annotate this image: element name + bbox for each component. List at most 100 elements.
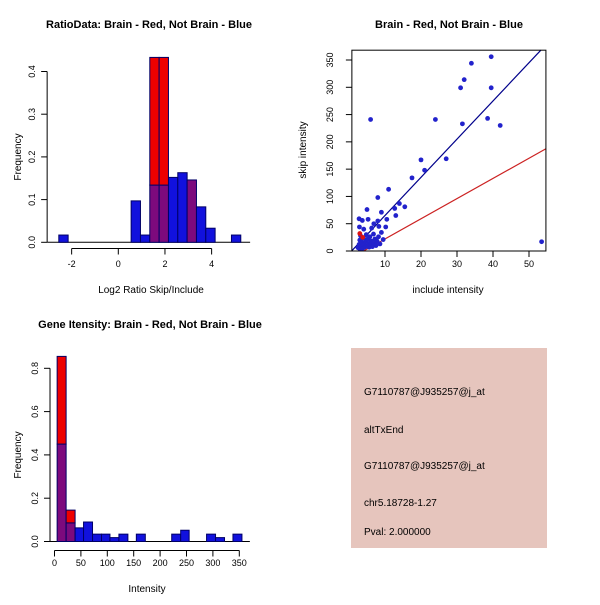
x-tick-label: 100: [100, 558, 115, 568]
scatter-point-not-brain-points: [373, 243, 379, 248]
scatter-point-not-brain-points: [393, 213, 399, 218]
histogram-bar-blue: [83, 521, 94, 543]
scatter-point-not-brain-points: [365, 216, 371, 222]
scatter-point-not-brain-points: [377, 241, 383, 247]
scatter-point-brain-points: [357, 231, 363, 236]
histogram-bar-blue: [74, 527, 85, 542]
scatter-point-not-brain-points: [379, 230, 384, 235]
histogram-bar-blue: [215, 537, 226, 543]
histogram-bar-blue: [167, 176, 179, 243]
histogram-bar-purple: [56, 443, 67, 543]
y-tick-label: 100: [325, 189, 335, 204]
scatter-point-brain-points: [360, 234, 366, 240]
scatter-point-not-brain-points: [402, 204, 408, 210]
histogram-bar-red: [56, 355, 67, 445]
histogram-bar-red: [158, 56, 169, 186]
gene-histogram-plot: 0.0 0.2 0.4 0.6 0.8 0 50 100 150 200 250 300 350: [30, 355, 250, 568]
scatter-point-not-brain-points: [379, 209, 384, 215]
scatter-point-not-brain-points: [359, 218, 365, 223]
fit-line-not-brain-fit: [351, 49, 542, 252]
scatter-point-not-brain-points: [376, 224, 382, 229]
scatter-point-not-brain-points: [392, 206, 398, 211]
histogram-bar-blue: [100, 533, 111, 542]
histogram-bar-blue: [177, 172, 188, 243]
histogram-bar-blue: [118, 533, 129, 542]
y-tick-label: 0.2: [27, 151, 37, 164]
probe-id-repeat-text: G7110787@J935257@j_at: [364, 461, 485, 472]
x-tick-label: -2: [68, 259, 76, 269]
scatter-point-not-brain-points: [375, 218, 381, 224]
y-tick-label: 250: [325, 107, 335, 122]
histogram-bar-purple: [158, 184, 169, 243]
scatter-xlabel: include intensity: [412, 285, 483, 296]
x-tick-label: 50: [76, 558, 86, 568]
scatter-point-not-brain-points: [461, 77, 467, 83]
scatter-point-not-brain-points: [376, 234, 381, 240]
ratio-histogram-xlabel: Log2 Ratio Skip/Include: [98, 285, 204, 296]
gene-info-background: [351, 348, 547, 548]
scatter-point-not-brain-points: [383, 224, 389, 230]
scatter-point-not-brain-points: [363, 232, 369, 238]
y-tick-label: 150: [325, 162, 335, 177]
scatter-point-not-brain-points: [458, 85, 463, 91]
y-tick-label: 300: [325, 80, 335, 95]
plot-box: [351, 49, 547, 252]
scatter-point-not-brain-points: [364, 207, 370, 212]
y-tick-label: 200: [325, 134, 335, 149]
x-tick-label: 10: [380, 259, 390, 269]
scatter-point-not-brain-points: [371, 221, 377, 227]
histogram-bar-purple: [65, 522, 76, 542]
histogram-bar-blue: [135, 533, 146, 542]
scatter-point-not-brain-points: [361, 226, 367, 232]
x-tick-label: 4: [209, 259, 214, 269]
y-tick-label: 0.0: [30, 535, 40, 548]
scatter-point-not-brain-points: [469, 60, 474, 66]
histogram-bar-blue: [205, 227, 216, 243]
histogram-bar-blue: [109, 537, 120, 543]
fit-line-brain-fit: [363, 148, 547, 252]
y-tick-label: 350: [325, 52, 335, 67]
histogram-bar-purple: [149, 184, 160, 243]
scatter-point-not-brain-points: [433, 117, 438, 122]
scatter-point-not-brain-points: [485, 115, 490, 121]
pvalue-text: Pval: 2.000000: [364, 527, 431, 538]
y-tick-label: 0.0: [27, 236, 37, 249]
y-tick-label: 0.4: [27, 65, 37, 78]
scatter-point-not-brain-points: [371, 231, 376, 237]
histogram-bar-blue: [130, 200, 141, 243]
event-type-text: altTxEnd: [364, 425, 403, 436]
x-tick-label: 200: [153, 558, 168, 568]
histogram-bar-purple: [186, 179, 197, 243]
gene-histogram-title: Gene Itensity: Brain - Red, Not Brain - …: [38, 319, 262, 331]
histogram-bar-blue: [232, 533, 243, 542]
scatter-point-not-brain-points: [488, 85, 494, 91]
histogram-bar-blue: [180, 529, 190, 543]
gene-histogram-xlabel: Intensity: [128, 584, 165, 595]
scatter-point-not-brain-points: [386, 186, 391, 192]
chromosome-location-text: chr5.18728-1.27: [364, 498, 437, 509]
scatter-point-not-brain-points: [368, 117, 373, 122]
x-tick-label: 2: [162, 259, 167, 269]
y-tick-label: 0: [325, 248, 335, 253]
panel-gene-info: G7110787@J935257@j_at altTxEnd G7110787@…: [351, 348, 547, 548]
x-tick-label: 20: [416, 259, 426, 269]
scatter-plot: 10 20 30 40 50 0 50 100 150 200 250 300 350: [325, 49, 547, 269]
x-tick-label: 150: [126, 558, 141, 568]
y-tick-label: 50: [325, 219, 335, 229]
scatter-ylabel: skip intensity: [298, 121, 309, 178]
histogram-bar-blue: [92, 533, 102, 542]
y-tick-label: 0.1: [27, 193, 37, 206]
x-tick-label: 250: [179, 558, 194, 568]
ratio-histogram-plot: 0.0 0.1 0.2 0.3 0.4 -2 0 2 4: [27, 56, 251, 269]
histogram-bar-blue: [230, 234, 242, 243]
scatter-point-not-brain-points: [539, 239, 544, 245]
histogram-bar-blue: [171, 533, 182, 542]
scatter-point-not-brain-points: [380, 237, 386, 242]
scatter-point-not-brain-points: [367, 234, 373, 240]
scatter-title: Brain - Red, Not Brain - Blue: [375, 19, 523, 31]
scatter-point-not-brain-points: [497, 123, 503, 128]
x-tick-label: 30: [452, 259, 462, 269]
scatter-point-not-brain-points: [488, 54, 494, 60]
scatter-point-not-brain-points: [443, 156, 449, 162]
x-tick-label: 40: [488, 259, 498, 269]
